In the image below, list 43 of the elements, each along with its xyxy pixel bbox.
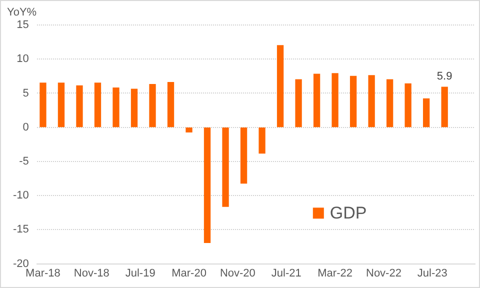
data-label: 5.9 xyxy=(436,70,452,83)
bar xyxy=(149,84,156,128)
y-tick-label: 15 xyxy=(16,19,29,32)
bar xyxy=(441,86,448,128)
x-tick-label: Jul-23 xyxy=(417,267,448,280)
bar xyxy=(276,45,284,128)
bar xyxy=(112,87,120,128)
bar xyxy=(222,128,229,207)
bar xyxy=(258,128,266,154)
bar xyxy=(313,74,320,128)
bar xyxy=(240,128,248,184)
x-tick-label: Jul-19 xyxy=(125,267,156,280)
bar xyxy=(386,79,394,128)
bar xyxy=(204,128,211,243)
x-tick-label: Nov-22 xyxy=(366,267,402,280)
x-tick-label: Nov-20 xyxy=(220,267,256,280)
y-axis-title: YoY% xyxy=(7,6,37,19)
bar xyxy=(422,98,430,128)
y-tick-label: 0 xyxy=(22,121,29,134)
bar xyxy=(94,82,102,128)
bar xyxy=(76,85,83,128)
y-tick-label: -10 xyxy=(12,190,29,202)
bar xyxy=(58,82,65,128)
x-tick-label: Nov-18 xyxy=(74,267,110,280)
bar xyxy=(332,73,338,128)
bar xyxy=(186,128,192,132)
bar xyxy=(167,82,174,128)
bar xyxy=(404,83,412,128)
bar xyxy=(350,76,357,128)
x-tick-label: Jul-21 xyxy=(271,267,302,280)
y-tick-label: -20 xyxy=(12,258,29,270)
x-tick-label: Mar-22 xyxy=(318,267,352,280)
y-tick-label: 10 xyxy=(16,53,29,66)
y-tick-label: -5 xyxy=(19,155,29,168)
y-tick-label: -15 xyxy=(12,224,29,236)
x-tick-label: Mar-20 xyxy=(172,267,206,280)
x-tick-label: Mar-18 xyxy=(26,267,60,280)
y-tick-label: 5 xyxy=(22,87,29,100)
bar xyxy=(368,75,375,128)
bar xyxy=(295,79,302,128)
bar xyxy=(130,88,138,128)
bar xyxy=(40,82,46,128)
legend-label: GDP xyxy=(330,203,367,222)
